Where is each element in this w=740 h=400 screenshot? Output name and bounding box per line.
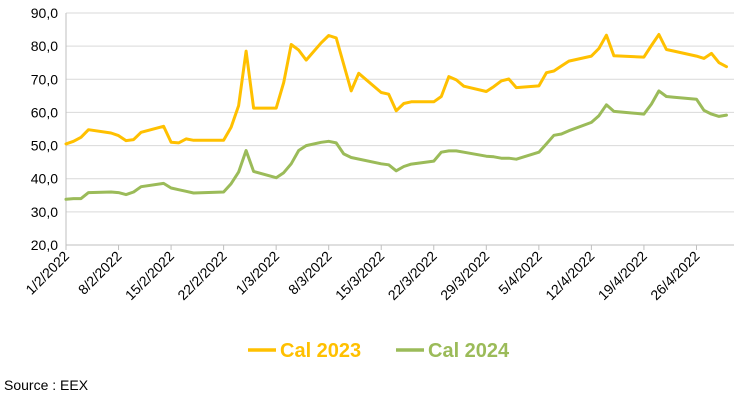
source-note: Source : EEX bbox=[4, 377, 89, 393]
y-tick-label: 90,0 bbox=[31, 5, 58, 21]
series-lines bbox=[64, 33, 728, 201]
x-tick-label: 29/3/2022 bbox=[437, 248, 493, 304]
y-axis-ticks: 20,0 30,0 40,0 50,0 60,0 70,0 80,0 90,0 bbox=[31, 5, 58, 253]
legend-label: Cal 2023 bbox=[280, 340, 361, 362]
x-tick-label: 22/2/2022 bbox=[174, 248, 230, 304]
x-tick-label: 8/3/2022 bbox=[285, 248, 335, 298]
x-tick-label: 15/3/2022 bbox=[332, 248, 388, 304]
x-tick-label: 1/3/2022 bbox=[232, 248, 282, 298]
y-tick-label: 80,0 bbox=[31, 38, 58, 54]
y-tick-label: 50,0 bbox=[31, 138, 58, 154]
x-tick-label: 12/4/2022 bbox=[542, 248, 598, 304]
axes bbox=[65, 13, 734, 246]
x-tick-label: 15/2/2022 bbox=[122, 248, 178, 304]
y-tick-label: 20,0 bbox=[31, 237, 58, 253]
y-tick-label: 30,0 bbox=[31, 204, 58, 220]
x-tick-label: 19/4/2022 bbox=[595, 248, 651, 304]
x-tick-label: 1/2/2022 bbox=[22, 248, 72, 298]
x-tick-label: 5/4/2022 bbox=[495, 248, 545, 298]
series-line-cal-2024 bbox=[64, 89, 728, 201]
x-tick-label: 8/2/2022 bbox=[75, 248, 125, 298]
y-tick-label: 60,0 bbox=[31, 104, 58, 120]
y-tick-label: 70,0 bbox=[31, 71, 58, 87]
legend: Cal 2023 Cal 2024 bbox=[248, 340, 510, 362]
legend-label: Cal 2024 bbox=[428, 340, 510, 362]
y-tick-label: 40,0 bbox=[31, 171, 58, 187]
x-tick-label: 22/3/2022 bbox=[385, 248, 441, 304]
gridlines bbox=[66, 12, 734, 213]
series-line-cal-2023 bbox=[64, 33, 728, 146]
x-tick-label: 26/4/2022 bbox=[647, 248, 703, 304]
